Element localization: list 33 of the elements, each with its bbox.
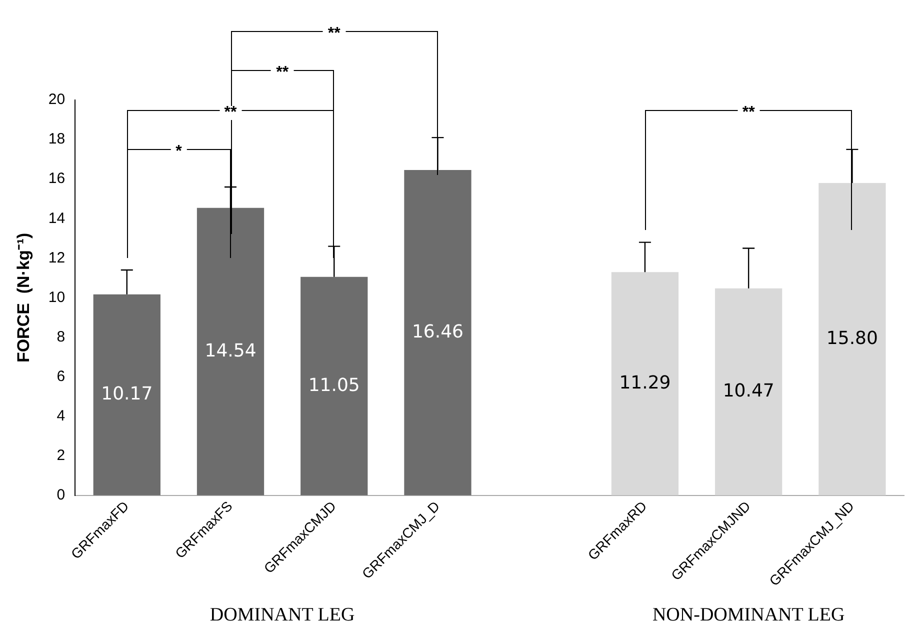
data-label: 16.46 xyxy=(412,321,464,342)
text: DOMINANT LEG xyxy=(210,604,355,626)
data-label: 14.54 xyxy=(204,340,256,362)
y-tick-label: 2 xyxy=(56,446,66,464)
annotation: * xyxy=(170,143,187,160)
bar xyxy=(818,183,886,496)
annotation: ** xyxy=(219,104,242,121)
text: ** xyxy=(322,24,346,42)
data-label: 10.17 xyxy=(101,384,153,405)
y-tick-label: 0 xyxy=(56,486,66,504)
y-tick-label: 18 xyxy=(48,130,66,148)
y-tick-label: 14 xyxy=(48,210,66,227)
y-tick-label: 20 xyxy=(48,91,66,108)
y-tick-label: 10 xyxy=(48,288,66,306)
data-label: 10.47 xyxy=(722,380,774,402)
bar xyxy=(300,276,368,496)
text: NON-DOMINANT LEG xyxy=(652,604,845,626)
y-axis-title: FORCE (N·kg⁻¹) xyxy=(14,232,33,363)
bar xyxy=(611,272,679,496)
bar xyxy=(715,288,782,496)
text: ** xyxy=(271,64,294,82)
y-tick-label: 6 xyxy=(56,368,66,385)
y-tick-label: 4 xyxy=(56,407,66,424)
bar xyxy=(196,208,264,496)
data-label: 15.80 xyxy=(826,328,878,349)
data-label: 11.29 xyxy=(619,372,671,394)
bar xyxy=(93,294,160,496)
bar xyxy=(404,170,472,496)
y-tick-label: 8 xyxy=(56,328,66,346)
data-label: 11.05 xyxy=(308,374,360,396)
annotation: ** xyxy=(737,104,760,121)
y-tick-label: 12 xyxy=(48,249,66,266)
y-tick-label: 16 xyxy=(48,170,66,188)
